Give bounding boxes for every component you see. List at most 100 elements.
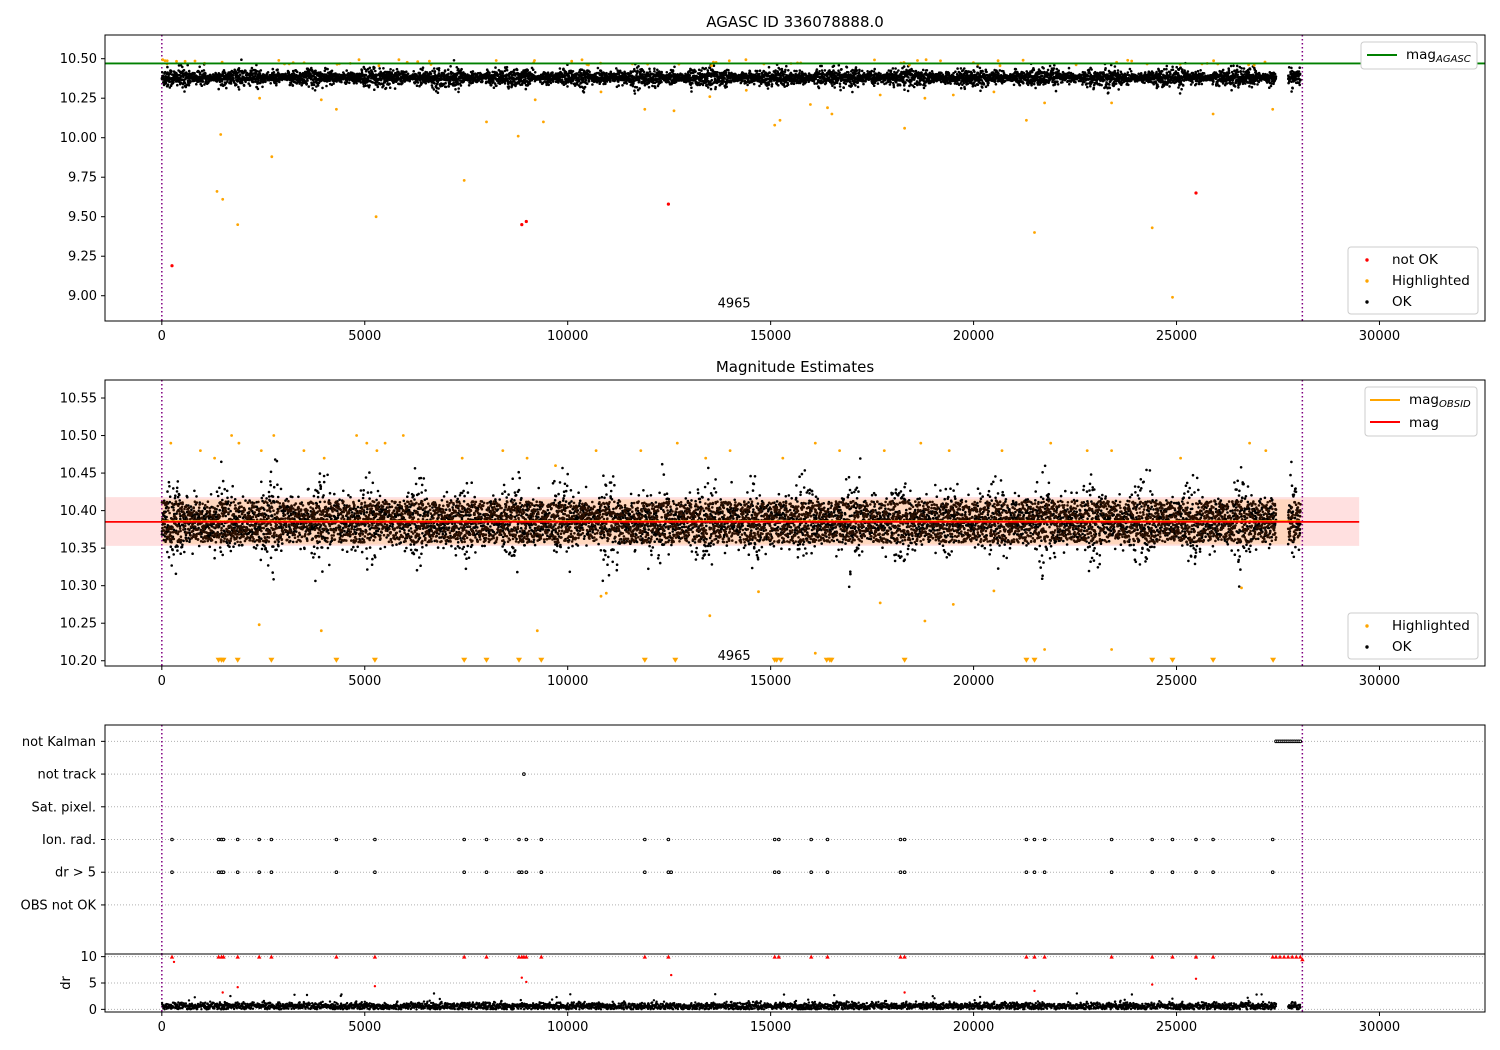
ok-point: [429, 72, 433, 75]
ok-point: [638, 87, 641, 90]
ok-point: [421, 66, 425, 69]
ok-point: [494, 66, 497, 69]
ok-point: [898, 83, 902, 87]
ok-point: [691, 81, 694, 85]
ok-point: [444, 81, 447, 85]
ok-point: [306, 79, 309, 82]
ok-point: [642, 70, 646, 74]
ok-point: [250, 66, 254, 70]
ok-point: [238, 73, 242, 76]
ok-point: [437, 87, 440, 90]
ok-point: [240, 58, 243, 61]
ok-point: [531, 68, 535, 71]
ok-point: [467, 84, 471, 87]
ok-point: [176, 83, 179, 87]
ok-point: [866, 70, 869, 73]
ok-point: [198, 73, 202, 76]
ok-point: [367, 76, 371, 80]
ok-point: [845, 66, 849, 69]
ok-point: [798, 71, 801, 75]
ok-point: [854, 72, 858, 75]
panel-agasc: AGASC ID 336078888.0 0 5000 10000 15000 2000…: [60, 13, 1486, 344]
ok-point: [403, 70, 406, 74]
ok-point: [436, 91, 440, 94]
ok-point: [892, 85, 896, 89]
ok-point: [621, 84, 624, 87]
ok-point: [163, 70, 167, 74]
ok-point: [166, 83, 170, 86]
ok-point: [364, 73, 368, 77]
ok-point: [888, 83, 892, 86]
ok-point: [187, 69, 191, 73]
ok-point: [758, 84, 761, 88]
ok-point: [904, 81, 907, 84]
ok-point: [307, 85, 311, 88]
ok-point: [823, 69, 827, 72]
ok-point: [966, 82, 970, 86]
ok-point: [539, 80, 542, 83]
ok-point: [690, 86, 693, 89]
ok-point: [906, 89, 910, 93]
ok-point: [515, 68, 519, 72]
ok-point: [444, 85, 448, 89]
ok-point: [242, 84, 246, 87]
ok-point: [264, 80, 267, 84]
ok-point: [748, 70, 752, 73]
ok-point: [587, 79, 591, 83]
ok-point: [295, 70, 299, 74]
ok-point: [787, 69, 790, 72]
ok-point: [786, 83, 790, 87]
ok-point: [889, 69, 893, 72]
ok-point: [443, 69, 447, 72]
ok-point: [384, 86, 388, 90]
ok-point: [560, 78, 564, 81]
ok-point: [457, 87, 461, 90]
ok-point: [288, 83, 292, 87]
ok-point: [856, 85, 860, 89]
ok-point: [252, 80, 255, 84]
ok-point: [276, 68, 279, 71]
ok-point: [432, 67, 436, 70]
ok-point: [388, 82, 391, 86]
ok-point: [854, 84, 857, 87]
ok-point: [854, 66, 858, 69]
ok-point: [374, 69, 377, 73]
ok-point: [583, 85, 587, 89]
ok-point: [694, 70, 697, 73]
ok-point: [488, 71, 491, 75]
ok-point: [162, 75, 165, 78]
ok-point: [449, 65, 452, 68]
ok-point: [416, 81, 420, 84]
ok-point: [648, 70, 652, 73]
ok-point: [767, 65, 771, 69]
ok-point: [368, 66, 372, 70]
ok-point: [456, 80, 459, 84]
ok-point: [912, 85, 916, 89]
ok-point: [360, 69, 364, 73]
ok-point: [814, 77, 818, 81]
ok-point: [970, 71, 974, 75]
ok-point: [389, 68, 392, 71]
ok-point: [922, 86, 926, 90]
ok-point: [421, 68, 424, 72]
ok-point: [300, 84, 304, 87]
ok-point: [313, 89, 317, 92]
ok-point: [725, 85, 728, 88]
ok-point: [321, 86, 324, 90]
ok-point: [635, 71, 639, 75]
ok-point: [233, 68, 236, 72]
ok-point: [166, 65, 169, 69]
ok-point: [275, 82, 278, 85]
ok-point: [312, 83, 316, 87]
ok-point: [528, 82, 532, 85]
ok-point: [271, 67, 275, 71]
ok-point: [454, 88, 457, 91]
ok-point: [941, 73, 945, 77]
ok-point: [656, 68, 659, 72]
ok-point: [660, 80, 663, 84]
ok-point: [766, 87, 770, 90]
ok-point: [817, 86, 821, 90]
ok-point: [447, 85, 451, 88]
ok-point: [364, 84, 367, 87]
ok-point: [660, 70, 663, 74]
